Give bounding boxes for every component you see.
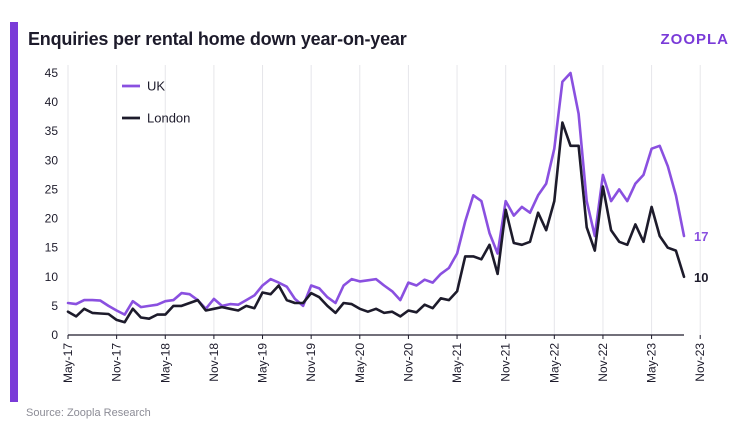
y-tick-label: 15: [45, 241, 59, 255]
x-tick-label: Nov-23: [693, 343, 707, 382]
series-line-uk: [66, 71, 686, 316]
end-label-uk: 17: [694, 229, 708, 244]
end-label-london: 10: [694, 270, 708, 285]
x-tick-label: May-20: [353, 343, 367, 383]
y-tick-label: 25: [45, 182, 59, 196]
series-line-london: [66, 121, 686, 324]
y-tick-label: 10: [45, 270, 59, 284]
y-tick-label: 0: [51, 328, 58, 342]
brand-logo: ZOOPLA: [660, 31, 729, 48]
x-tick-label: Nov-21: [499, 343, 513, 382]
x-tick-label: May-19: [256, 343, 270, 383]
series-lines: [66, 71, 686, 324]
legend-label: UK: [147, 79, 165, 94]
legend-label: London: [147, 111, 190, 126]
source-note: Source: Zoopla Research: [26, 407, 151, 419]
y-tick-label: 30: [45, 153, 59, 167]
legend: UK London: [122, 79, 190, 126]
accent-bar: [10, 22, 18, 402]
y-tick-label: 35: [45, 124, 59, 138]
x-tick-label: May-17: [61, 343, 75, 383]
y-tick-label: 45: [45, 66, 59, 80]
y-tick-label: 40: [45, 95, 59, 109]
y-tick-label: 20: [45, 212, 59, 226]
y-tick-label: 5: [51, 299, 58, 313]
x-tick-label: Nov-22: [596, 343, 610, 382]
axes: May-17 Nov-17 May-18 Nov-18 May-19 Nov-19 May-…: [45, 66, 708, 383]
x-tick-label: May-18: [158, 343, 172, 383]
chart-title: Enquiries per rental home down year-on-y…: [28, 29, 407, 49]
x-tick-label: Nov-17: [110, 343, 124, 382]
x-tick-label: Nov-20: [401, 343, 415, 382]
x-tick-label: May-22: [547, 343, 561, 383]
x-tick-label: May-21: [450, 343, 464, 383]
x-tick-label: Nov-19: [304, 343, 318, 382]
x-tick-label: Nov-18: [207, 343, 221, 382]
x-tick-label: May-23: [645, 343, 659, 383]
